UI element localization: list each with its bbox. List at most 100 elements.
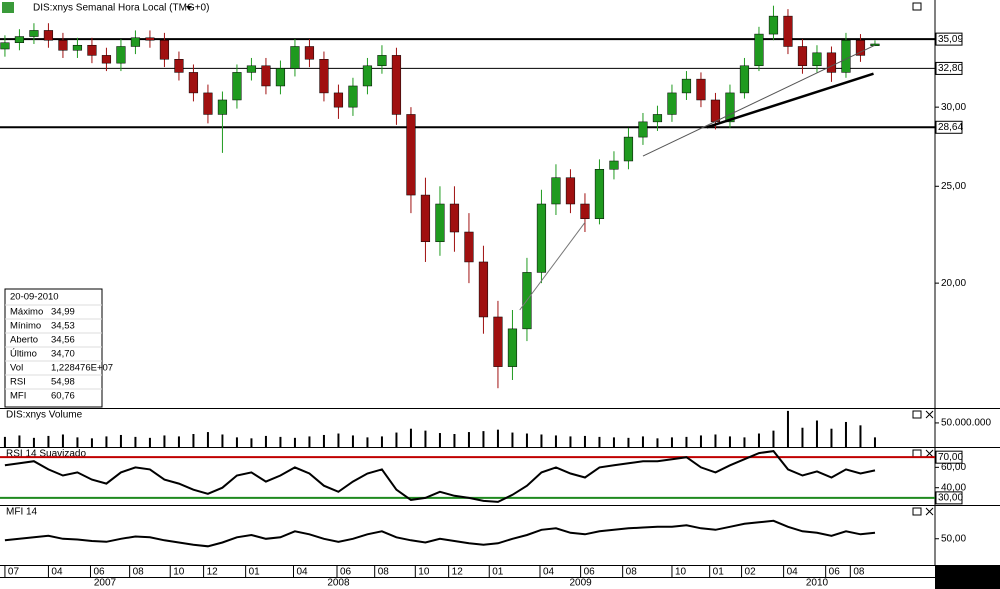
volume-bar bbox=[322, 434, 325, 447]
x-tick-label: 12 bbox=[207, 567, 219, 578]
candle-body bbox=[739, 65, 750, 94]
candle-body bbox=[406, 114, 416, 196]
candle-body bbox=[159, 39, 170, 60]
x-tick-label: 07 bbox=[8, 567, 20, 578]
x-tick-label: 10 bbox=[173, 567, 185, 578]
candle-body bbox=[797, 46, 808, 67]
x-tick-label: 01 bbox=[713, 567, 725, 578]
volume-bar bbox=[293, 437, 296, 447]
volume-bar bbox=[337, 433, 340, 447]
x-tick-label: 06 bbox=[93, 567, 105, 578]
info-value: 34,56 bbox=[51, 335, 75, 346]
volume-bar bbox=[221, 434, 224, 447]
x-tick-label: 08 bbox=[853, 567, 865, 578]
candle-body bbox=[0, 42, 10, 50]
volume-bar bbox=[859, 425, 862, 447]
x-tick-label: 02 bbox=[745, 567, 757, 578]
candle-body bbox=[217, 99, 228, 115]
candle-body bbox=[681, 78, 692, 94]
volume-bar bbox=[772, 430, 775, 447]
candle-body bbox=[377, 55, 387, 67]
x-tick-label: 01 bbox=[249, 567, 261, 578]
maximize-button[interactable] bbox=[912, 410, 922, 419]
candle-body bbox=[333, 92, 344, 108]
panel-title: MFI 14 bbox=[6, 507, 38, 518]
candle-body bbox=[667, 92, 677, 115]
candle-body bbox=[623, 136, 634, 162]
candle-body bbox=[14, 36, 25, 43]
close-button[interactable] bbox=[925, 449, 934, 458]
title-menu[interactable] bbox=[186, 6, 192, 10]
level-label: 28,64 bbox=[938, 122, 963, 133]
x-tick-label: 06 bbox=[340, 567, 352, 578]
level-label-box bbox=[935, 120, 963, 134]
volume-bar bbox=[192, 434, 195, 447]
candle-body bbox=[116, 46, 126, 64]
candle-body bbox=[609, 160, 619, 170]
close-button[interactable] bbox=[925, 410, 934, 419]
x-tick-label: 06 bbox=[584, 567, 596, 578]
app-icon bbox=[2, 2, 14, 13]
candle-body bbox=[145, 37, 155, 41]
x-tick-label: 10 bbox=[418, 567, 430, 578]
volume-bar bbox=[206, 432, 209, 447]
candle-body bbox=[768, 15, 779, 35]
x-tick-label: 10 bbox=[675, 567, 687, 578]
info-label: Último bbox=[10, 349, 37, 360]
x-tick-label: 08 bbox=[133, 567, 145, 578]
candle-body bbox=[493, 316, 503, 367]
volume-bar bbox=[496, 429, 499, 447]
close-button[interactable] bbox=[925, 507, 934, 516]
candle-body bbox=[507, 328, 518, 367]
volume-bar bbox=[801, 427, 804, 447]
volume-bar bbox=[511, 432, 514, 447]
volume-bar bbox=[656, 438, 659, 447]
candle-body bbox=[275, 68, 286, 87]
maximize-button[interactable] bbox=[912, 507, 922, 516]
y-tick-label: 60,00 bbox=[941, 462, 966, 473]
volume-bar bbox=[554, 435, 557, 447]
candle-body bbox=[304, 46, 315, 60]
candle-body bbox=[812, 52, 822, 67]
candle-body bbox=[565, 177, 576, 205]
info-value: 54,98 bbox=[51, 377, 75, 388]
info-label: Vol bbox=[10, 363, 23, 374]
y-tick-label: 40,00 bbox=[941, 482, 966, 493]
candle-body bbox=[188, 72, 199, 94]
trend-line bbox=[519, 222, 586, 311]
candle-body bbox=[478, 261, 489, 318]
candle-body bbox=[246, 65, 257, 73]
volume-bar bbox=[569, 436, 572, 447]
x-tick-label: 04 bbox=[543, 567, 555, 578]
volume-bar bbox=[119, 434, 122, 447]
candle-body bbox=[594, 169, 605, 219]
volume-bar bbox=[612, 437, 615, 447]
indicator-line bbox=[4, 519, 876, 548]
year-label: 2007 bbox=[94, 578, 117, 589]
x-tick-label: 04 bbox=[296, 567, 308, 578]
volume-bar bbox=[830, 428, 833, 447]
volume-bar bbox=[76, 437, 79, 447]
info-label: RSI bbox=[10, 377, 26, 388]
volume-bar bbox=[351, 435, 354, 447]
info-value: 34,99 bbox=[51, 307, 75, 318]
x-tick-label: 01 bbox=[492, 567, 504, 578]
volume-bar bbox=[264, 435, 267, 447]
candle-body bbox=[652, 114, 663, 123]
candle-body bbox=[754, 33, 764, 67]
volume-bar bbox=[3, 436, 6, 447]
volume-bar bbox=[583, 435, 586, 447]
candle-body bbox=[638, 121, 648, 138]
volume-bar bbox=[453, 434, 456, 447]
maximize-button[interactable] bbox=[912, 2, 922, 11]
candle-body bbox=[29, 30, 39, 37]
candle-body bbox=[420, 194, 431, 243]
level-label: 30,00 bbox=[938, 493, 963, 504]
volume-bar bbox=[670, 437, 673, 447]
chart-title: DIS:xnys Semanal Hora Local (TMG+0) bbox=[33, 3, 209, 14]
volume-bar bbox=[380, 436, 383, 447]
candle-body bbox=[87, 44, 97, 56]
x-tick-label: 04 bbox=[787, 567, 799, 578]
